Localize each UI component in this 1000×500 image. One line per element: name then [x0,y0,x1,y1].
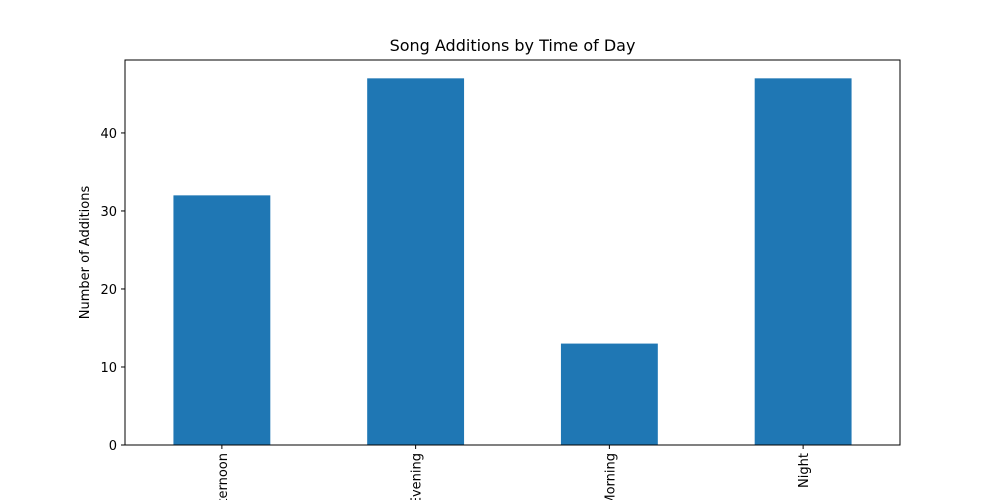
bar-evening [367,78,465,445]
x-tick-label: Morning [603,453,618,500]
chart-title: Song Additions by Time of Day [390,36,636,55]
bars [173,78,852,445]
plot-area-frame [124,59,901,446]
y-tick-label: 40 [100,127,117,142]
y-axis-ticks: 0 10 20 30 40 [100,127,125,454]
y-tick-label: 30 [100,205,117,220]
bar-night [754,78,852,445]
x-axis-ticks: Afternoon Evening Morning Night [216,445,812,500]
x-tick-label: Evening [410,453,425,500]
bar-afternoon [173,195,271,445]
x-tick-label: Afternoon [216,453,231,500]
y-tick-label: 0 [109,439,117,454]
y-tick-label: 20 [100,283,117,298]
y-axis-label: Number of Additions [78,186,93,320]
bar-morning [560,343,658,445]
y-tick-label: 10 [100,361,117,376]
x-tick-label: Night [797,453,812,488]
